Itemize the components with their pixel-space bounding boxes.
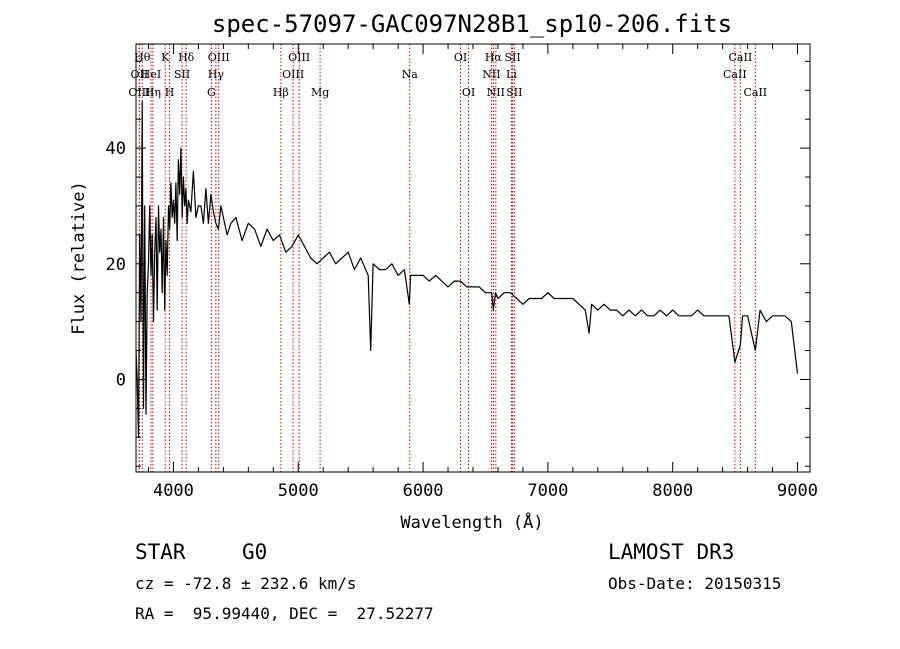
line-label-hei: HeI xyxy=(141,68,161,81)
survey-name: LAMOST DR3 xyxy=(608,540,735,564)
line-label-hδ: Hδ xyxy=(178,51,195,64)
x-tick-label: 8000 xyxy=(652,481,693,501)
line-label-oii: OII xyxy=(131,68,149,81)
line-label-nii: NII xyxy=(482,68,500,81)
object-subclass: G0 xyxy=(242,540,268,564)
line-label-caii: CaII xyxy=(729,51,753,64)
y-axis-label: Flux (relative) xyxy=(69,181,89,335)
line-label-caii: CaII xyxy=(743,86,767,99)
line-label-oiii: OIII xyxy=(282,68,304,81)
line-label-h: H xyxy=(165,86,175,99)
line-label-k: K xyxy=(161,51,170,64)
line-label-hβ: Hβ xyxy=(273,86,289,99)
line-label-na: Na xyxy=(402,68,419,81)
coordinates: RA = 95.99440, DEC = 27.52277 xyxy=(135,604,434,623)
redshift-text: cz = -72.8 ± 232.6 km/s xyxy=(135,574,357,593)
y-tick-label: 20 xyxy=(106,255,126,275)
line-label-oiii: OIII xyxy=(208,51,230,64)
line-label-mg: Mg xyxy=(311,86,329,99)
line-label-li: Li xyxy=(506,68,517,81)
x-tick-label: 6000 xyxy=(403,481,444,501)
line-label-sii: SII xyxy=(506,86,522,99)
line-label-hθ: Hθ xyxy=(134,51,151,64)
line-label-sii: SII xyxy=(174,68,190,81)
observation-date: Obs-Date: 20150315 xyxy=(608,574,782,593)
line-label-g: G xyxy=(207,86,216,99)
line-label-caii: CaII xyxy=(723,68,747,81)
x-axis-label: Wavelength (Å) xyxy=(400,511,543,533)
object-class: STAR xyxy=(135,540,186,564)
x-tick-label: 7000 xyxy=(527,481,568,501)
y-tick-label: 0 xyxy=(116,370,126,390)
line-label-oi: OI xyxy=(454,51,467,64)
line-label-oiii: OIII xyxy=(288,51,310,64)
line-label-hγ: Hγ xyxy=(208,68,225,81)
line-label-oi: OI xyxy=(462,86,475,99)
line-label-oiii: OIII xyxy=(128,86,150,99)
line-label-sii: SII xyxy=(504,51,520,64)
line-label-hη: Hη xyxy=(145,86,161,99)
flux-series-line xyxy=(135,101,799,438)
y-tick-label: 40 xyxy=(106,139,126,159)
x-tick-label: 5000 xyxy=(278,481,319,501)
x-tick-label: 4000 xyxy=(153,481,194,501)
line-label-nii: NII xyxy=(487,86,505,99)
plot-frame xyxy=(135,43,811,473)
x-tick-label: 9000 xyxy=(777,481,818,501)
chart-title: spec-57097-GAC097N28B1_sp10-206.fits xyxy=(212,10,732,38)
line-label-hα: Hα xyxy=(485,51,503,64)
